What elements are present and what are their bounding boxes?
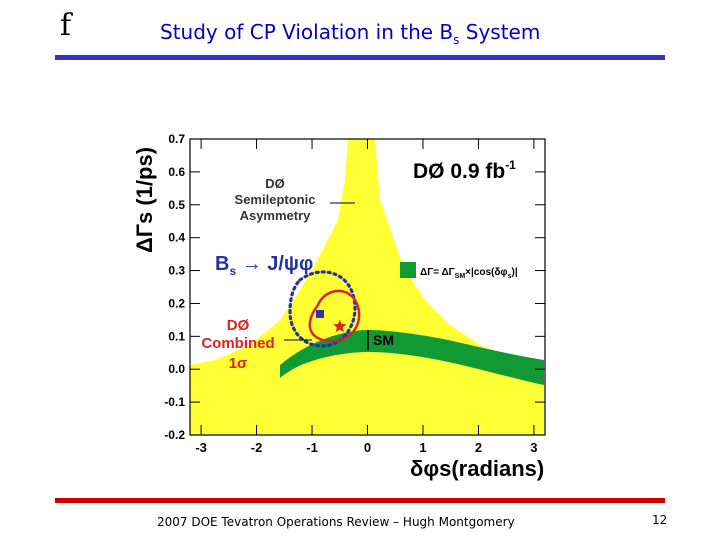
title-subscript: s (453, 33, 460, 47)
y-tick-label: 0.7 (168, 132, 185, 146)
y-tick-label: 0.0 (168, 362, 185, 376)
y-tick-label: 0.6 (168, 165, 185, 179)
slide-title: Study of CP Violation in the Bs System (160, 20, 540, 47)
x-tick-label: 0 (364, 440, 371, 455)
x-axis-label: δφs(radians) (410, 456, 544, 481)
y-axis-label: ΔΓs (1/ps) (132, 147, 157, 253)
legend-formula: ΔΓ= ΔΓSM×|cos(δφs)| (420, 267, 518, 280)
logo-glyph: f (60, 8, 72, 43)
x-tick-label: 3 (530, 440, 537, 455)
y-tick-label: 0.3 (168, 264, 185, 278)
semileptonic-line2: Semileptonic (235, 192, 316, 207)
title-prefix: Study of CP Violation in the B (160, 20, 454, 44)
x-tick-label: -2 (251, 440, 263, 455)
x-tick-label: -3 (195, 440, 207, 455)
y-tick-label: 0.4 (168, 231, 185, 245)
combined-line1: DØ (227, 317, 250, 334)
y-tick-label: -0.2 (164, 428, 185, 442)
title-suffix: System (459, 20, 541, 44)
sm-band (280, 330, 544, 385)
y-tick-label: 0.1 (168, 329, 185, 343)
legend-swatch (400, 262, 416, 278)
x-tick-label: 1 (419, 440, 426, 455)
sm-label: SM (373, 332, 394, 348)
combined-line2: Combined (201, 335, 274, 352)
page-number: 12 (652, 513, 668, 527)
combined-line3: 1σ (229, 355, 248, 372)
x-tick-labels: -3 -2 -1 0 1 2 3 (195, 440, 537, 455)
y-tick-label: 0.5 (168, 198, 185, 212)
y-tick-label: 0.2 (168, 296, 185, 310)
jpsi-phi-contour (288, 270, 357, 348)
semileptonic-line3: Asymmetry (240, 208, 312, 223)
tick-marks (190, 138, 545, 436)
bottom-divider (55, 498, 665, 503)
y-tick-label: -0.1 (164, 395, 185, 409)
bs-decay-label: Bs → J/ψφ (215, 253, 313, 278)
x-tick-label: 2 (475, 440, 482, 455)
best-fit-star (333, 319, 347, 333)
x-tick-label: -1 (306, 440, 318, 455)
footer-text: 2007 DOE Tevatron Operations Review – Hu… (157, 515, 515, 529)
combined-contour (308, 289, 361, 343)
semileptonic-line1: DØ (265, 176, 285, 191)
y-tick-labels: 0.7 0.6 0.5 0.4 0.3 0.2 0.1 0.0 -0.1 -0.2 (164, 132, 185, 442)
top-divider (55, 55, 665, 60)
experiment-label: DØ 0.9 fb-1 (413, 158, 516, 183)
jpsi-best-fit-square (316, 310, 324, 318)
